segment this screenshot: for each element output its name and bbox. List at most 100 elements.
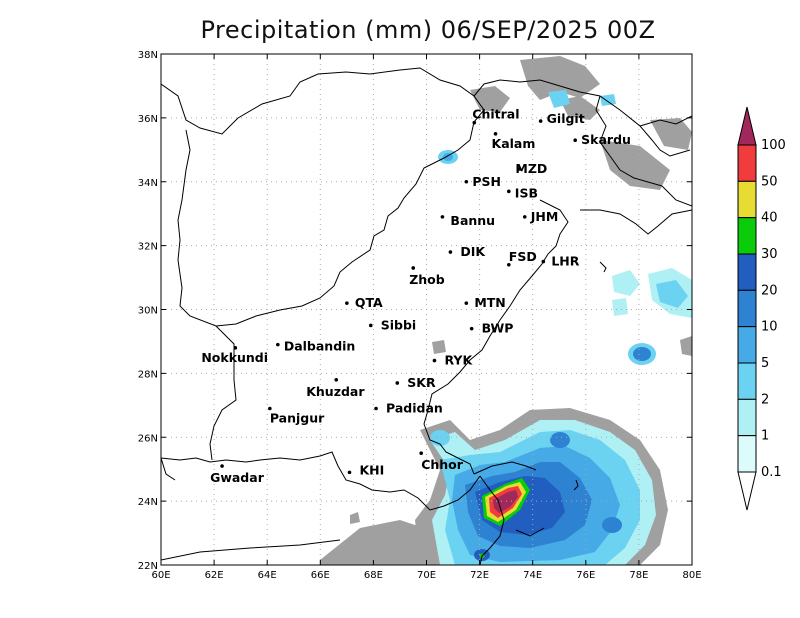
map-title: Precipitation (mm) 06/SEP/2025 00Z: [200, 16, 656, 44]
city-marker: [472, 120, 477, 125]
city-label: SKR: [407, 375, 436, 390]
coastline: [161, 457, 176, 481]
colorbar-label: 40: [761, 211, 778, 226]
india-border: [573, 479, 579, 491]
colorbar-label: 50: [761, 174, 778, 189]
precip-area-north: [560, 96, 600, 120]
axes: 60E 62E 64E 66E 68E 70E 72E 74E 76E 78E 80E 22N 24N 2…: [138, 50, 702, 581]
city-label: Padidan: [386, 401, 443, 416]
city-label: KHI: [360, 462, 385, 477]
china-border: [639, 115, 692, 127]
precip-area-east: [680, 336, 692, 356]
city-marker: [573, 138, 577, 143]
city-marker: [493, 132, 498, 136]
coastline: [479, 475, 505, 565]
precip-area-east: [612, 270, 640, 296]
city-label: Gwadar: [210, 470, 265, 485]
pakistan-border: [473, 79, 691, 157]
pakistan-border: [580, 209, 692, 235]
city-label: Bannu: [450, 213, 495, 228]
colorbar-segment: [737, 180, 757, 219]
city-label: Sibbi: [381, 317, 416, 332]
city-label: Chitral: [472, 107, 519, 122]
city-marker: [517, 167, 522, 171]
city-marker: [268, 406, 272, 411]
colorbar-label: 2: [761, 392, 769, 407]
city-marker: [464, 301, 469, 305]
city-label: Gilgit: [547, 111, 585, 126]
coastline: [161, 451, 481, 511]
y-tick-label: 26N: [138, 433, 158, 444]
precipitation-field: [320, 56, 692, 565]
colorbar-segment: [737, 326, 757, 364]
x-tick-label: 74E: [523, 570, 542, 581]
coastline: [515, 527, 545, 537]
city-label: Chhor: [421, 457, 464, 472]
city-marker: [411, 266, 416, 270]
city-label: QTA: [355, 295, 383, 310]
city-marker: [522, 215, 527, 219]
colorbar-segment: [737, 289, 757, 328]
city-marker: [368, 323, 373, 328]
precip-area-north: [600, 140, 670, 190]
y-tick-label: 32N: [138, 242, 158, 253]
colorbar-segment: [737, 217, 757, 255]
x-tick-label: 72E: [470, 570, 489, 581]
city-marker: [276, 342, 280, 347]
colorbar-label: 5: [761, 356, 769, 371]
colorbar-label: 20: [761, 283, 778, 298]
y-tick-label: 22N: [138, 561, 158, 572]
precip-area-south: [550, 432, 570, 448]
colorbar-label: 0.1: [761, 465, 782, 480]
pakistan-border: [595, 95, 663, 187]
city-label: Kalam: [492, 136, 536, 151]
city-marker: [440, 215, 445, 219]
precip-area-north: [470, 86, 510, 112]
colorbar-segment: [737, 435, 757, 473]
x-tick-label: 68E: [364, 570, 383, 581]
iran-coast: [161, 539, 341, 561]
city-label: Nokkundi: [201, 350, 268, 365]
india-border: [473, 461, 537, 475]
x-tick-label: 64E: [258, 570, 277, 581]
city-label: Zhob: [409, 272, 445, 287]
boundaries: [161, 67, 692, 565]
city-marker: [345, 301, 349, 305]
city-label: DIK: [460, 244, 486, 259]
y-tick-label: 28N: [138, 369, 158, 380]
precip-area-north: [520, 56, 600, 100]
colorbar-label: 1: [761, 429, 769, 444]
precip-area-north: [548, 90, 570, 108]
x-tick-label: 80E: [682, 570, 701, 581]
city-label: JHM: [530, 209, 559, 224]
y-tick-label: 34N: [138, 178, 158, 189]
colorbar-label: 100: [761, 138, 786, 153]
city-label: LHR: [551, 254, 579, 269]
colorbar-top-arrow: [737, 106, 757, 146]
city-marker: [541, 259, 546, 264]
y-tick-label: 36N: [138, 114, 158, 125]
pakistan-iran-border: [209, 325, 237, 461]
afghanistan-border: [161, 67, 485, 327]
city-marker: [347, 470, 352, 475]
city-marker: [395, 381, 400, 385]
city-marker: [334, 377, 339, 382]
city-marker: [507, 189, 511, 194]
colorbar-label: 30: [761, 247, 778, 262]
precip-area-south: [350, 512, 360, 524]
precip-area-east: [612, 298, 628, 316]
pakistan-india-border: [423, 199, 569, 475]
city-label: PSH: [472, 174, 501, 189]
city-label: MTN: [474, 295, 505, 310]
precip-area-east: [633, 347, 651, 361]
city-label: BWP: [482, 321, 514, 336]
colorbar-segment: [737, 362, 757, 400]
x-tick-label: 70E: [417, 570, 436, 581]
city-marker: [448, 250, 453, 254]
colorbar-segment: [737, 253, 757, 291]
x-tick-label: 78E: [629, 570, 648, 581]
y-tick-label: 38N: [138, 50, 158, 61]
precip-area-south: [493, 490, 518, 513]
city-marker: [538, 119, 543, 123]
